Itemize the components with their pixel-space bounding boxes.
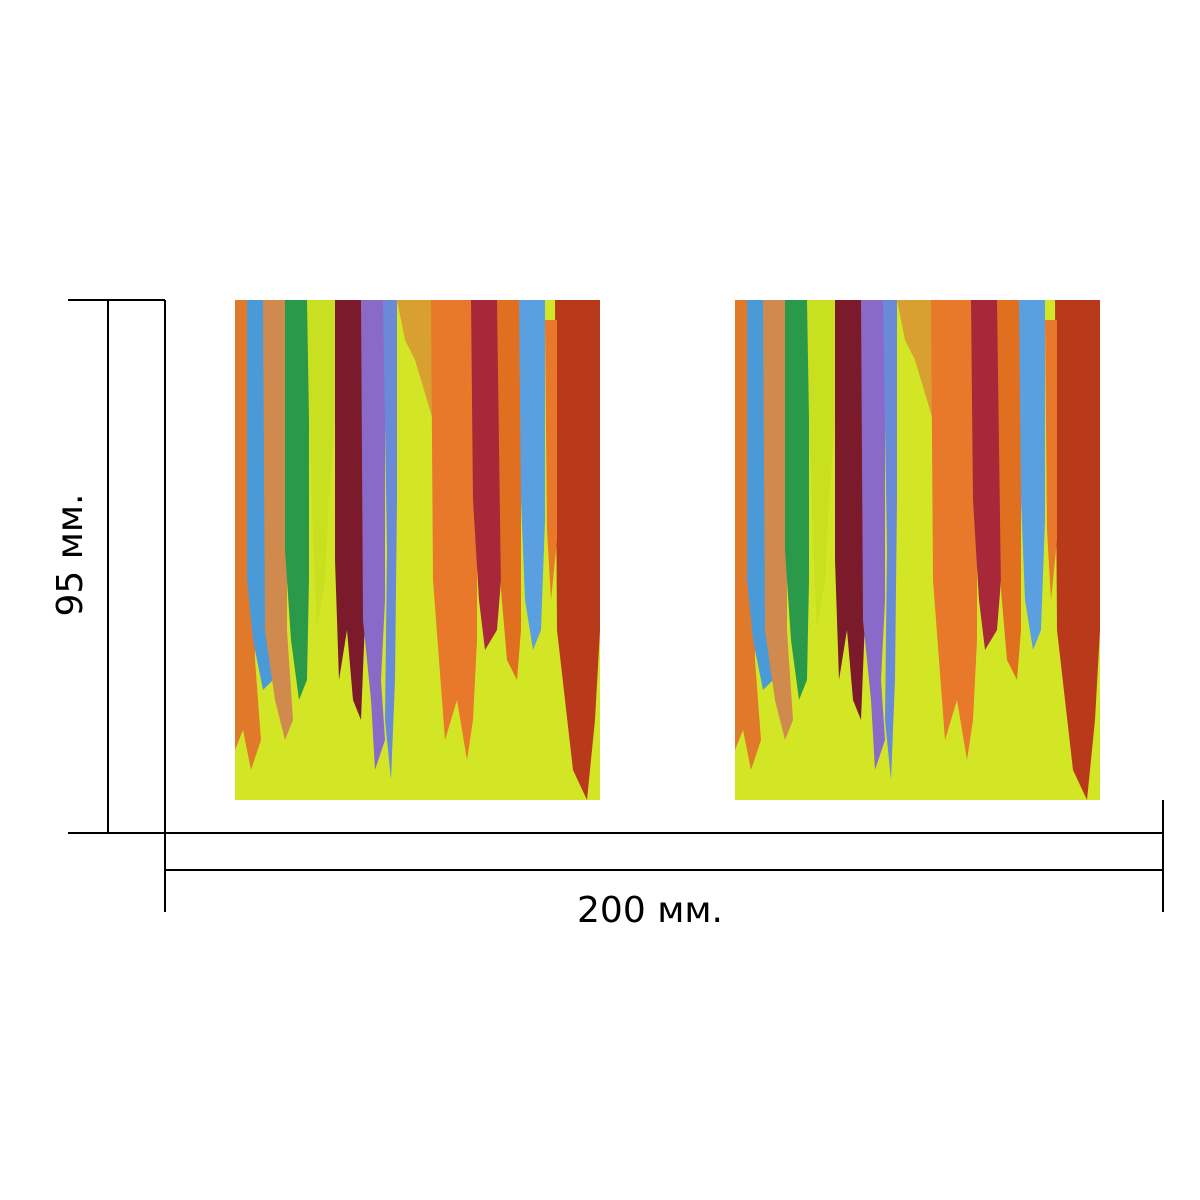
width-label: 200 мм. (577, 890, 723, 931)
width-dimension (164, 800, 1164, 912)
product-image (235, 300, 600, 800)
product-image (735, 300, 1100, 800)
height-dimension (68, 299, 166, 834)
height-label: 95 мм. (50, 493, 91, 616)
